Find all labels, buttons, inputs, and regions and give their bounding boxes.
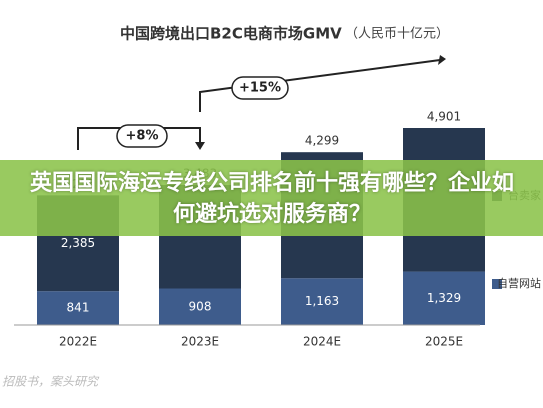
source: 招股书，案头研究 xyxy=(2,375,100,389)
banner-text: 英国国际海运专线公司排名前十强有哪些？企业如何避坑选对服务商？ xyxy=(29,171,514,227)
value-label: 908 xyxy=(189,299,212,313)
x-tick-label: 2023E xyxy=(181,335,219,349)
arrow-head xyxy=(195,142,205,150)
annotation: +15% xyxy=(239,81,281,96)
arrow-head xyxy=(438,55,446,65)
total-label: 4,901 xyxy=(427,110,461,124)
x-tick-label: 2024E xyxy=(303,335,341,349)
growth-arrow xyxy=(199,59,441,112)
bar-segment xyxy=(37,291,119,325)
annotation-box xyxy=(231,76,289,100)
chart-title: 中国跨境出口B2C电商市场GMV xyxy=(120,25,342,43)
value-label: 1,163 xyxy=(305,294,339,308)
banner xyxy=(0,160,543,236)
annotation: +8% xyxy=(126,129,159,144)
legend-swatch xyxy=(492,279,502,289)
bar-segment xyxy=(159,288,241,325)
x-tick-label: 2022E xyxy=(59,335,97,349)
value-label: 2,385 xyxy=(61,236,95,250)
legend-label: 自营网站 xyxy=(497,276,541,290)
bar-segment xyxy=(403,271,485,325)
bar-segment xyxy=(281,278,363,325)
value-label: 1,329 xyxy=(427,291,461,305)
chart-unit: （人民币十亿元） xyxy=(345,27,449,42)
value-label: 841 xyxy=(67,301,90,315)
annotation-box xyxy=(116,124,168,148)
total-label: 4,299 xyxy=(305,134,339,148)
x-tick-label: 2025E xyxy=(425,335,463,349)
